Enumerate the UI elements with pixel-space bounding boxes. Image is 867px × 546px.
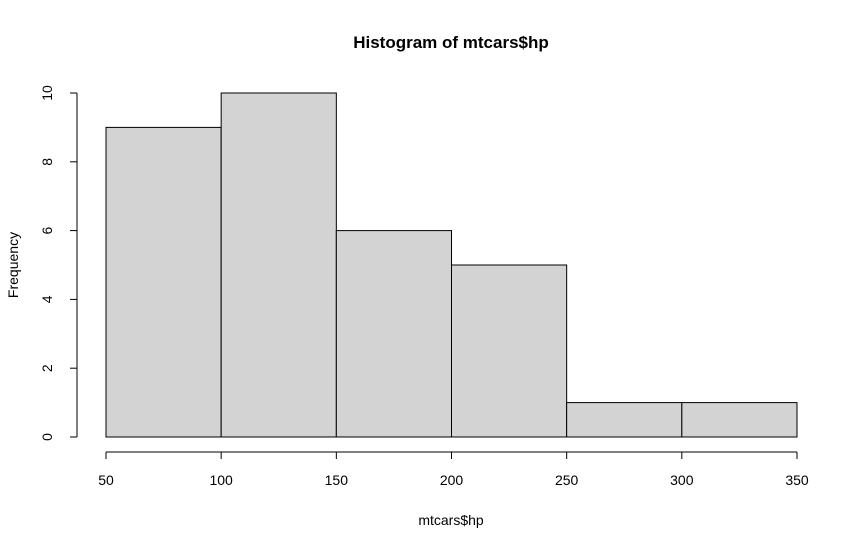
y-tick-label-2: 4 [39, 295, 55, 303]
histogram-bar-0 [105, 126, 222, 438]
y-axis: 0 2 4 6 8 10 [39, 85, 78, 441]
y-axis-label: Frequency [5, 232, 21, 298]
y-tick-label-5: 10 [39, 85, 55, 101]
histogram-bar-5 [681, 402, 798, 438]
bars-group [105, 92, 798, 438]
chart-title: Histogram of mtcars$hp [353, 33, 549, 52]
histogram-bar-3 [451, 264, 568, 438]
x-tick-label-6: 350 [785, 472, 809, 488]
x-axis: 50 100 150 200 250 300 350 [98, 451, 809, 488]
x-tick-label-2: 150 [325, 472, 349, 488]
x-tick-label-3: 200 [440, 472, 464, 488]
histogram-bar-2 [335, 230, 453, 438]
x-axis-label: mtcars$hp [418, 512, 484, 528]
histogram-bar-4 [566, 402, 683, 438]
x-tick-label-1: 100 [209, 472, 233, 488]
x-tick-label-0: 50 [98, 472, 114, 488]
x-tick-label-4: 250 [555, 472, 579, 488]
y-tick-label-4: 8 [39, 158, 55, 166]
y-tick-label-1: 2 [39, 364, 55, 372]
y-tick-label-0: 0 [39, 433, 55, 441]
y-tick-label-3: 6 [39, 226, 55, 234]
histogram-bar-1 [220, 92, 337, 438]
x-tick-label-5: 300 [670, 472, 694, 488]
